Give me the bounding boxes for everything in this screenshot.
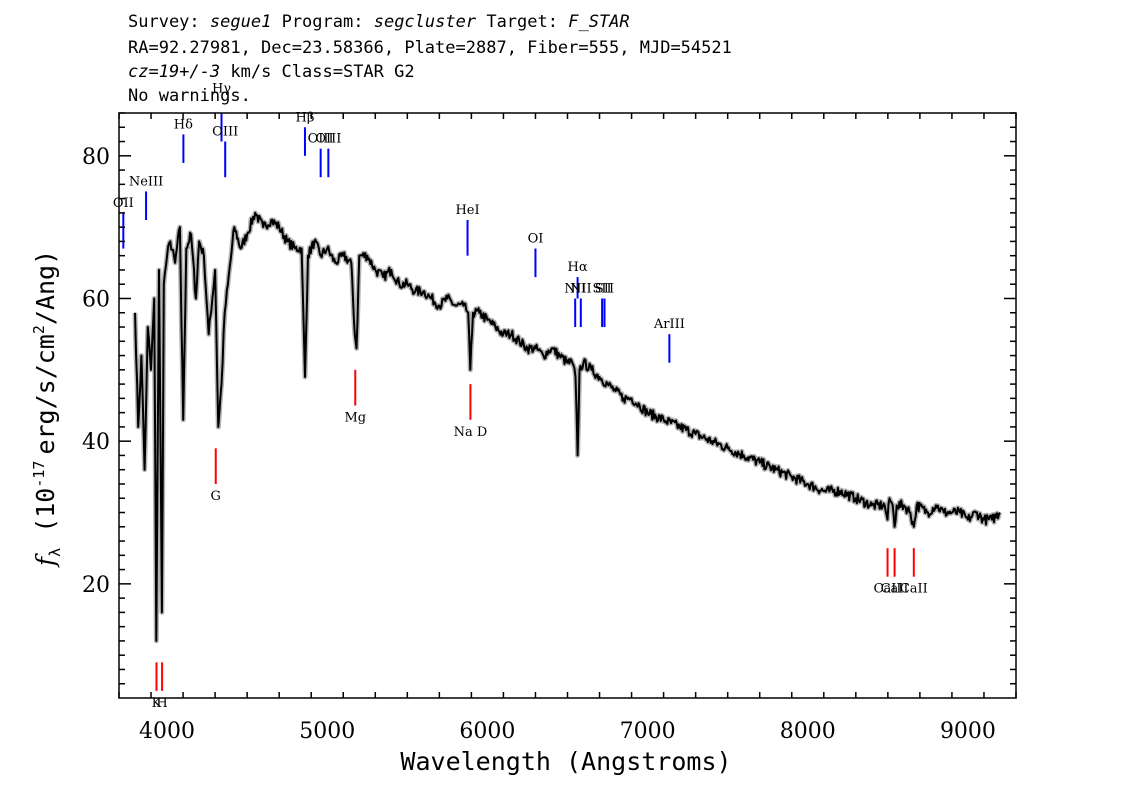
y-tick-label: 80 <box>82 145 110 170</box>
absorption-line-label-5: CaII <box>874 582 902 597</box>
y-axis-squared: 2 <box>30 325 48 334</box>
flux-error-band <box>132 210 1003 644</box>
target-value: F_STAR <box>568 12 630 32</box>
emission-line-label-10: NII <box>564 281 586 296</box>
y-axis-units: erg/s/cm <box>31 334 60 454</box>
x-axis-title: Wavelength (Angstroms) <box>400 747 731 776</box>
plot-frame <box>118 112 1017 699</box>
emission-line-label-13: SII <box>593 281 612 296</box>
x-tick-label: 5000 <box>299 719 355 744</box>
emission-line-label-7: OIII <box>315 132 341 147</box>
y-tick-label: 40 <box>82 430 110 455</box>
absorption-line-label-7: CaII <box>900 582 928 597</box>
x-tick-label: 6000 <box>459 719 515 744</box>
class-info: km/s Class=STAR G2 <box>230 62 415 82</box>
emission-line-label-11: Hα <box>568 260 588 275</box>
x-tick-label: 7000 <box>620 719 676 744</box>
x-tick-label: 9000 <box>940 719 996 744</box>
y-tick-label: 60 <box>82 287 110 312</box>
redshift-value: cz=19+/-3 <box>128 62 221 82</box>
flux-line <box>134 211 1001 642</box>
absorption-line-label-1: H <box>156 696 167 711</box>
y-axis-close: /Ang) <box>31 250 60 325</box>
header-line-1: Survey: segue1 Program: segcluster Targe… <box>128 12 630 32</box>
emission-line-label-3: Hγ <box>212 82 231 97</box>
emission-line-label-8: HeI <box>455 203 479 218</box>
y-axis-scale: (10 <box>31 488 60 533</box>
axis-ticks: 4000 5000 6000 7000 8000 9000 20 40 60 80 <box>82 112 1017 744</box>
absorption-line-label-2: G <box>211 489 221 504</box>
emission-line-label-4: OIII <box>212 125 238 140</box>
x-tick-label: 4000 <box>139 719 195 744</box>
emission-line-label-15: ArIII <box>653 317 685 332</box>
survey-value: segue1 <box>209 12 272 32</box>
program-label: Program: <box>281 12 364 32</box>
y-axis-title: fλ (10-17 erg/s/cm2/Ang) <box>30 250 64 568</box>
y-tick-label: 20 <box>82 573 110 598</box>
emission-line-label-1: NeIII <box>129 174 163 189</box>
y-axis-exponent: -17 <box>30 461 48 488</box>
x-tick-label: 8000 <box>780 719 836 744</box>
absorption-line-label-4: Na D <box>454 425 488 440</box>
plot-area <box>122 113 1003 691</box>
program-value: segcluster <box>373 12 477 32</box>
target-label: Target: <box>486 12 558 32</box>
emission-line-label-5: Hβ <box>296 110 315 125</box>
absorption-line-label-6: CaII <box>881 582 909 597</box>
emission-line-label-6: OIII <box>308 132 334 147</box>
emission-line-label-0: OII <box>113 196 134 211</box>
emission-line-label-9: OI <box>528 232 544 247</box>
absorption-line-label-3: Mg <box>344 411 366 426</box>
absorption-line-label-0: K <box>152 696 162 711</box>
header-line-3: cz=19+/-3 km/s Class=STAR G2 <box>128 62 415 82</box>
header-line-4: No warnings. <box>128 86 251 106</box>
emission-line-label-14: SII <box>595 281 614 296</box>
survey-label: Survey: <box>128 12 200 32</box>
y-axis-flux-symbol: f <box>31 553 60 568</box>
y-axis-lambda: λ <box>46 548 64 557</box>
header-line-2: RA=92.27981, Dec=23.58366, Plate=2887, F… <box>128 38 732 58</box>
emission-line-label-2: Hδ <box>174 117 193 132</box>
emission-line-label-12: NII <box>570 281 592 296</box>
spectral-line-markers <box>122 113 915 691</box>
